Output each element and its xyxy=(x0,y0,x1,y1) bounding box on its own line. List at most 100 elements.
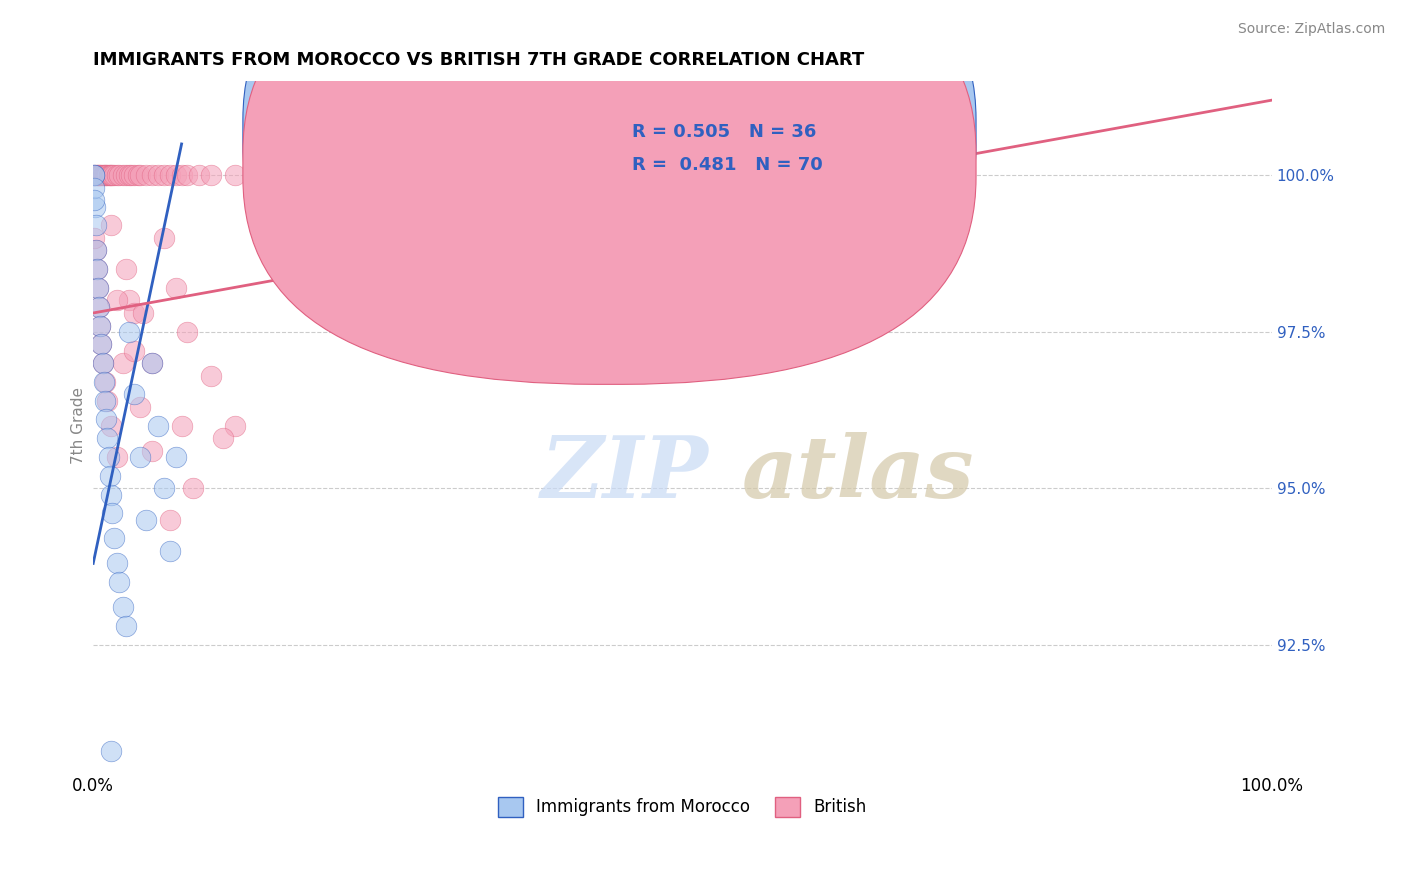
Point xyxy=(86,262,108,277)
Point xyxy=(83,168,105,182)
Point xyxy=(96,431,118,445)
Point xyxy=(153,168,176,182)
Point xyxy=(90,337,112,351)
Point xyxy=(211,431,233,445)
Point xyxy=(94,168,117,182)
Point xyxy=(224,418,246,433)
Point xyxy=(120,168,142,182)
Point xyxy=(124,168,146,182)
Point xyxy=(86,168,108,182)
Point xyxy=(93,168,115,182)
Point xyxy=(141,168,163,182)
Point xyxy=(84,244,107,258)
Point xyxy=(83,181,105,195)
Point xyxy=(83,168,105,182)
Point xyxy=(115,168,138,182)
Point xyxy=(101,168,124,182)
Point xyxy=(115,619,138,633)
Point xyxy=(135,512,157,526)
Point xyxy=(87,168,110,182)
Text: atlas: atlas xyxy=(741,432,974,516)
Point xyxy=(200,368,222,383)
Point xyxy=(94,168,117,182)
Point xyxy=(87,168,110,182)
Legend: Immigrants from Morocco, British: Immigrants from Morocco, British xyxy=(492,790,873,823)
Text: Source: ZipAtlas.com: Source: ZipAtlas.com xyxy=(1237,22,1385,37)
FancyBboxPatch shape xyxy=(243,0,976,384)
Point xyxy=(101,506,124,520)
Point xyxy=(103,168,125,182)
Point xyxy=(108,168,131,182)
Point xyxy=(124,306,146,320)
Point xyxy=(97,168,120,182)
Point xyxy=(146,168,169,182)
Point xyxy=(93,375,115,389)
Point xyxy=(183,481,205,495)
Point xyxy=(86,262,108,277)
Point xyxy=(98,468,121,483)
Point xyxy=(224,168,246,182)
Point xyxy=(84,244,107,258)
Point xyxy=(83,231,105,245)
Point xyxy=(247,168,270,182)
Point xyxy=(200,168,222,182)
Point xyxy=(105,557,128,571)
Point xyxy=(103,532,125,546)
Point xyxy=(91,356,114,370)
Point xyxy=(96,168,118,182)
Point xyxy=(176,325,198,339)
Point xyxy=(170,168,193,182)
Point xyxy=(159,168,181,182)
Point xyxy=(94,375,117,389)
Point xyxy=(96,393,118,408)
Point xyxy=(124,343,146,358)
Point xyxy=(97,450,120,464)
Point xyxy=(153,481,176,495)
Point xyxy=(94,393,117,408)
Point xyxy=(115,262,138,277)
Point xyxy=(111,356,134,370)
Point xyxy=(87,281,110,295)
Point xyxy=(141,356,163,370)
Point xyxy=(105,293,128,308)
Point xyxy=(135,168,157,182)
Point xyxy=(87,281,110,295)
Point xyxy=(165,450,187,464)
Point xyxy=(129,400,152,414)
Point xyxy=(100,487,122,501)
Point xyxy=(146,418,169,433)
Point xyxy=(105,168,128,182)
Point xyxy=(165,281,187,295)
Point xyxy=(94,412,117,426)
Point xyxy=(84,219,107,233)
Point xyxy=(84,168,107,182)
Point xyxy=(89,168,111,182)
Text: R =  0.481   N = 70: R = 0.481 N = 70 xyxy=(631,156,823,174)
Point xyxy=(129,450,152,464)
Text: R = 0.505   N = 36: R = 0.505 N = 36 xyxy=(631,123,817,141)
Point xyxy=(159,544,181,558)
Point xyxy=(98,168,121,182)
Text: ZIP: ZIP xyxy=(541,432,709,516)
Y-axis label: 7th Grade: 7th Grade xyxy=(72,387,86,464)
Point xyxy=(165,168,187,182)
Point xyxy=(83,194,105,208)
Point xyxy=(111,600,134,615)
Point xyxy=(84,200,107,214)
Point xyxy=(117,325,139,339)
FancyBboxPatch shape xyxy=(243,0,976,352)
Point xyxy=(129,168,152,182)
Point xyxy=(124,387,146,401)
Point xyxy=(176,168,198,182)
Point xyxy=(188,168,211,182)
Point xyxy=(141,443,163,458)
Point xyxy=(87,300,110,314)
Point xyxy=(100,744,122,758)
Point xyxy=(108,575,131,590)
Point xyxy=(83,168,105,182)
Point xyxy=(170,418,193,433)
Point xyxy=(127,168,149,182)
FancyBboxPatch shape xyxy=(576,116,894,202)
Point xyxy=(100,219,122,233)
Point xyxy=(89,318,111,333)
